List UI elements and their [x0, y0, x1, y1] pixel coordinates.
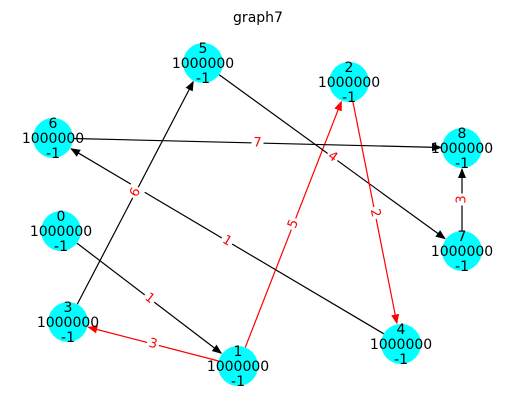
node-predecessor-label: -1: [61, 330, 75, 346]
node-circle[interactable]: [218, 346, 258, 386]
edge-label-background: [139, 288, 160, 309]
node-distance-label: 1000000: [207, 359, 269, 375]
node-circle[interactable]: [442, 128, 482, 168]
node-id-label: 4: [397, 322, 406, 338]
node-predecessor-label: -1: [455, 156, 469, 172]
edge-label-1-3: 3: [145, 334, 161, 354]
edge-label-background: [283, 215, 304, 233]
edge-label-6-8: 7: [251, 134, 264, 152]
node-circle[interactable]: [48, 302, 88, 342]
node-circle[interactable]: [183, 43, 223, 83]
graph-title: graph7: [233, 10, 283, 26]
node-distance-label: 1000000: [431, 244, 493, 260]
node-id-label: 8: [458, 126, 467, 142]
edge-label-3-5: 6: [125, 183, 146, 202]
node-id-label: 2: [345, 60, 354, 76]
node-id-label: 1: [234, 344, 243, 360]
node-predecessor-label: -1: [231, 374, 245, 390]
edge-label-background: [365, 205, 385, 221]
edge-label-background: [322, 147, 343, 167]
node-circle[interactable]: [33, 118, 73, 158]
node-circle[interactable]: [381, 324, 421, 364]
edge-weight-label: 2: [367, 207, 383, 218]
node-id-label: 3: [64, 300, 73, 316]
edge-weight-label: 3: [147, 336, 159, 353]
node-predecessor-label: -1: [46, 146, 60, 162]
node-distance-label: 1000000: [431, 141, 493, 157]
edge-label-background: [454, 193, 470, 206]
node-circle[interactable]: [329, 62, 369, 102]
edge-label-0-1: 1: [139, 288, 160, 309]
node-predecessor-label: -1: [394, 352, 408, 368]
edge-weight-label: 7: [253, 135, 262, 150]
edge-label-background: [145, 334, 161, 354]
edge-label-5-7: 4: [322, 147, 343, 167]
node-predecessor-label: -1: [342, 90, 356, 106]
edge-labels-layer: 1 3 5 6 4 2 1 7 3: [125, 134, 470, 354]
node-distance-label: 1000000: [22, 131, 84, 147]
node-distance-label: 1000000: [30, 224, 92, 240]
node-distance-label: 1000000: [318, 75, 380, 91]
nodes-layer: 01000000-111000000-121000000-131000000-1…: [22, 41, 493, 390]
node-distance-label: 1000000: [370, 337, 432, 353]
node-circle[interactable]: [442, 231, 482, 271]
edge-label-4-6: 1: [217, 231, 237, 251]
edge-label-background: [251, 134, 264, 152]
node-id-label: 0: [57, 209, 66, 225]
edge-label-7-8: 3: [454, 193, 470, 206]
edges-layer: [70, 74, 466, 362]
node-id-label: 5: [199, 41, 208, 57]
node-predecessor-label: -1: [455, 259, 469, 275]
edge-label-2-4: 2: [365, 205, 385, 221]
node-id-label: 6: [49, 116, 58, 132]
edge-label-1-2: 5: [283, 215, 304, 233]
node-circle[interactable]: [41, 211, 81, 251]
node-id-label: 7: [458, 229, 467, 245]
edge-label-background: [125, 183, 146, 202]
node-distance-label: 1000000: [172, 56, 234, 72]
edge-label-background: [217, 231, 237, 251]
edge-weight-label: 3: [455, 195, 470, 203]
node-distance-label: 1000000: [37, 315, 99, 331]
node-predecessor-label: -1: [54, 239, 68, 255]
node-predecessor-label: -1: [196, 71, 210, 87]
